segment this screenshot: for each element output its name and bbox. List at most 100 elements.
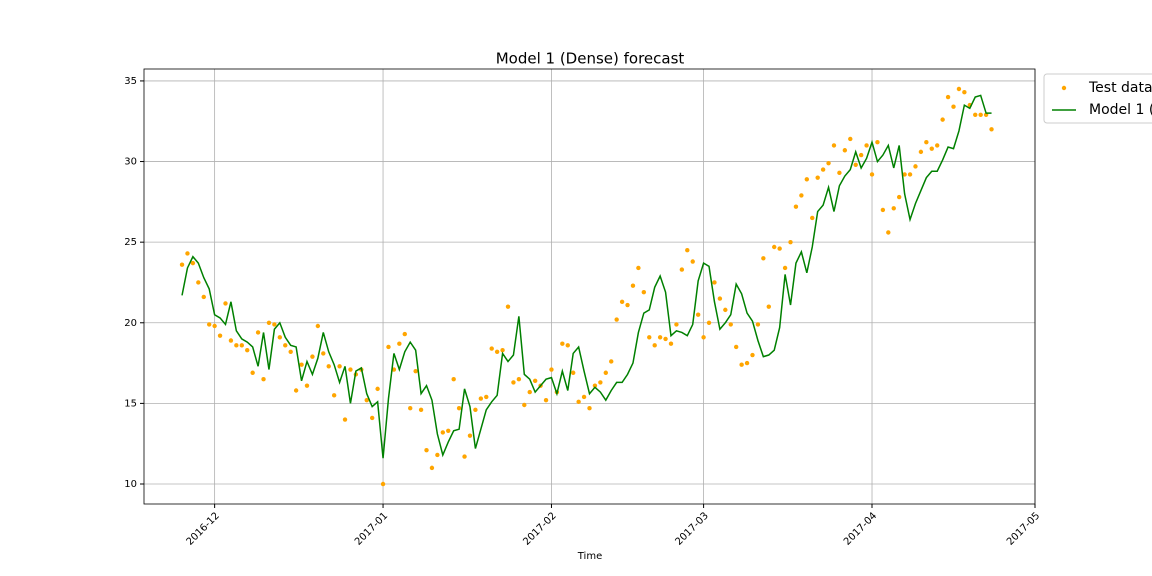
data-point (755, 322, 761, 327)
data-point (842, 148, 848, 153)
data-point (831, 143, 837, 148)
data-line (181, 94, 992, 459)
y-tick-label: 25 (124, 237, 137, 248)
data-point (603, 370, 608, 375)
data-point (255, 330, 261, 335)
x-tick-label: 2017-03 (674, 510, 711, 547)
data-point (587, 406, 592, 411)
data-point (272, 322, 277, 327)
data-point (364, 397, 369, 403)
data-point (581, 394, 587, 400)
data-point (614, 317, 619, 322)
data-point (641, 289, 647, 295)
data-point (185, 251, 190, 256)
data-point (685, 248, 690, 253)
data-point (565, 343, 570, 348)
data-point (869, 172, 875, 177)
data-point (266, 320, 272, 325)
data-point (511, 380, 516, 385)
data-point (913, 164, 918, 169)
data-point (386, 344, 391, 350)
data-point (543, 397, 549, 403)
data-point (598, 380, 603, 385)
data-point (277, 335, 283, 340)
data-point (793, 204, 799, 209)
data-point (250, 370, 255, 375)
data-point (326, 364, 331, 369)
data-point (375, 386, 380, 392)
data-point (978, 112, 983, 117)
data-point (440, 430, 446, 435)
y-tick-label: 10 (124, 479, 137, 490)
data-point (435, 452, 440, 458)
data-point (245, 347, 250, 353)
data-point (728, 322, 733, 327)
data-point (261, 377, 266, 382)
data-point (733, 344, 739, 350)
data-point (446, 428, 451, 434)
data-point (712, 280, 717, 285)
legend-label: Model 1 ( (1089, 102, 1152, 118)
x-tick-label: 2017-01 (353, 510, 390, 547)
data-point (212, 323, 217, 329)
data-point (657, 335, 663, 340)
data-point (380, 481, 386, 487)
data-point (342, 417, 348, 422)
data-point (891, 206, 896, 211)
data-point (234, 343, 239, 348)
data-point (820, 167, 826, 172)
x-tick-label: 2016-12 (185, 510, 222, 547)
data-point (288, 349, 293, 354)
data-point (451, 377, 456, 382)
data-point (424, 447, 429, 453)
data-point (560, 341, 565, 346)
data-point (299, 362, 304, 367)
data-point (679, 267, 685, 272)
data-point (945, 94, 951, 100)
data-point (516, 377, 522, 382)
data-point (782, 265, 788, 271)
data-point (532, 378, 538, 384)
data-point (750, 352, 755, 358)
data-point (647, 335, 652, 340)
data-point (571, 370, 576, 375)
data-point (896, 194, 902, 200)
data-point (494, 349, 500, 354)
data-point (478, 396, 484, 401)
data-point (706, 320, 712, 325)
data-point (397, 341, 402, 346)
y-tick-label: 35 (124, 76, 137, 87)
data-point (304, 383, 310, 388)
data-point (674, 322, 679, 327)
y-tick-label: 30 (124, 157, 137, 168)
data-point (369, 415, 375, 421)
data-point (201, 294, 206, 300)
data-point (907, 172, 913, 177)
data-point (283, 343, 288, 348)
data-point (484, 394, 489, 400)
data-point (321, 351, 326, 356)
data-point (228, 338, 234, 343)
data-point (864, 143, 869, 148)
data-point (962, 90, 967, 95)
data-point (668, 341, 674, 346)
data-point (549, 367, 554, 372)
legend-label: Test data (1088, 80, 1152, 96)
data-point (456, 406, 462, 411)
x-tick-label: 2017-05 (1005, 510, 1042, 547)
data-point (918, 149, 924, 155)
data-point (196, 280, 201, 285)
data-point (206, 322, 212, 327)
data-point (489, 346, 494, 351)
data-point (777, 246, 782, 251)
data-point (609, 359, 614, 364)
data-point (473, 407, 478, 413)
data-point (408, 406, 413, 411)
data-point (592, 383, 598, 388)
data-point (951, 104, 956, 109)
data-point (826, 160, 831, 166)
data-point (239, 343, 244, 348)
data-point (179, 262, 185, 267)
data-point (527, 389, 532, 395)
